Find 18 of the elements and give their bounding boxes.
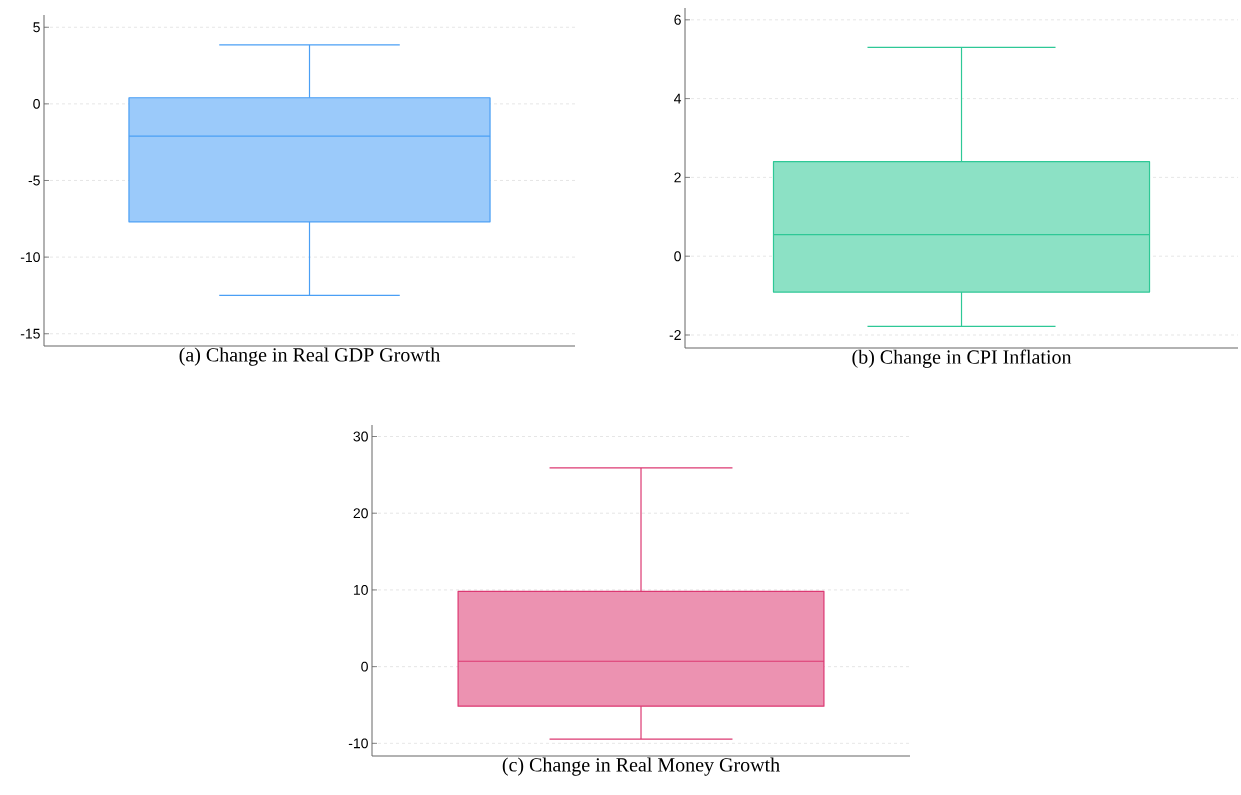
y-tick-label: 5 xyxy=(33,22,40,33)
y-tick-label: -10 xyxy=(348,738,368,749)
x-axis-title: (a) Change in Real GDP Growth xyxy=(179,347,441,366)
y-tick-label: 0 xyxy=(361,661,368,672)
y-tick-label: -15 xyxy=(20,328,40,339)
y-tick-label: 0 xyxy=(33,98,40,109)
y-tick-label: -10 xyxy=(20,252,40,263)
y-tick-label: 20 xyxy=(353,508,368,519)
y-tick-label: 0 xyxy=(674,251,681,262)
y-tick-label: 2 xyxy=(674,172,681,183)
x-axis-title: (b) Change in CPI Inflation xyxy=(852,349,1072,368)
x-axis-title: (c) Change in Real Money Growth xyxy=(502,757,780,776)
y-tick-label: 6 xyxy=(674,14,681,25)
y-tick-label: 10 xyxy=(353,584,368,595)
y-tick-label: 4 xyxy=(674,93,682,104)
y-tick-label: -5 xyxy=(28,175,40,186)
y-tick-label: 30 xyxy=(353,431,368,442)
y-tick-label: -2 xyxy=(669,330,681,340)
